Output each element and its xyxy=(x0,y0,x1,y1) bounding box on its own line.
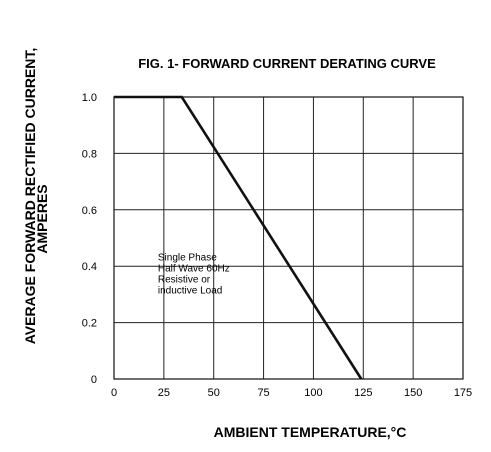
y-tick-label: 0.6 xyxy=(82,205,97,217)
annotation-line: Single Phase xyxy=(158,253,217,264)
y-tick-label: 0.8 xyxy=(82,148,97,160)
chart-title: FIG. 1- FORWARD CURRENT DERATING CURVE xyxy=(138,56,436,71)
annotation-line: Half Wave 60Hz xyxy=(158,264,230,275)
x-tick-label: 0 xyxy=(111,387,117,399)
y-axis-title-line2: AMPERES xyxy=(34,184,50,253)
x-tick-label: 175 xyxy=(454,387,472,399)
x-tick-label: 75 xyxy=(257,387,269,399)
plot-frame xyxy=(113,96,464,380)
x-tick-label: 125 xyxy=(354,387,372,399)
tick-labels: 0 25 50 75 100 125 150 175 0 0.2 0.4 0.6 0.8 1.0 xyxy=(82,92,472,399)
y-tick-label: 1.0 xyxy=(82,92,97,104)
annotation-line: Resistive or xyxy=(158,275,211,286)
x-tick-label: 100 xyxy=(304,387,322,399)
y-tick-label: 0 xyxy=(91,374,97,386)
x-axis-title: AMBIENT TEMPERATURE,°C xyxy=(214,424,407,440)
derating-curve xyxy=(114,95,363,380)
y-tick-label: 0.4 xyxy=(82,261,97,273)
x-tick-label: 25 xyxy=(158,387,170,399)
annotation-line: inductive Load xyxy=(158,286,223,297)
y-tick-label: 0.2 xyxy=(82,318,97,330)
x-tick-label: 50 xyxy=(208,387,220,399)
series-layer xyxy=(114,95,363,380)
y-axis-title-line1: AVERAGE FORWARD RECTIFIED CURRENT, xyxy=(22,48,38,345)
grid xyxy=(113,96,464,380)
x-tick-label: 150 xyxy=(404,387,422,399)
